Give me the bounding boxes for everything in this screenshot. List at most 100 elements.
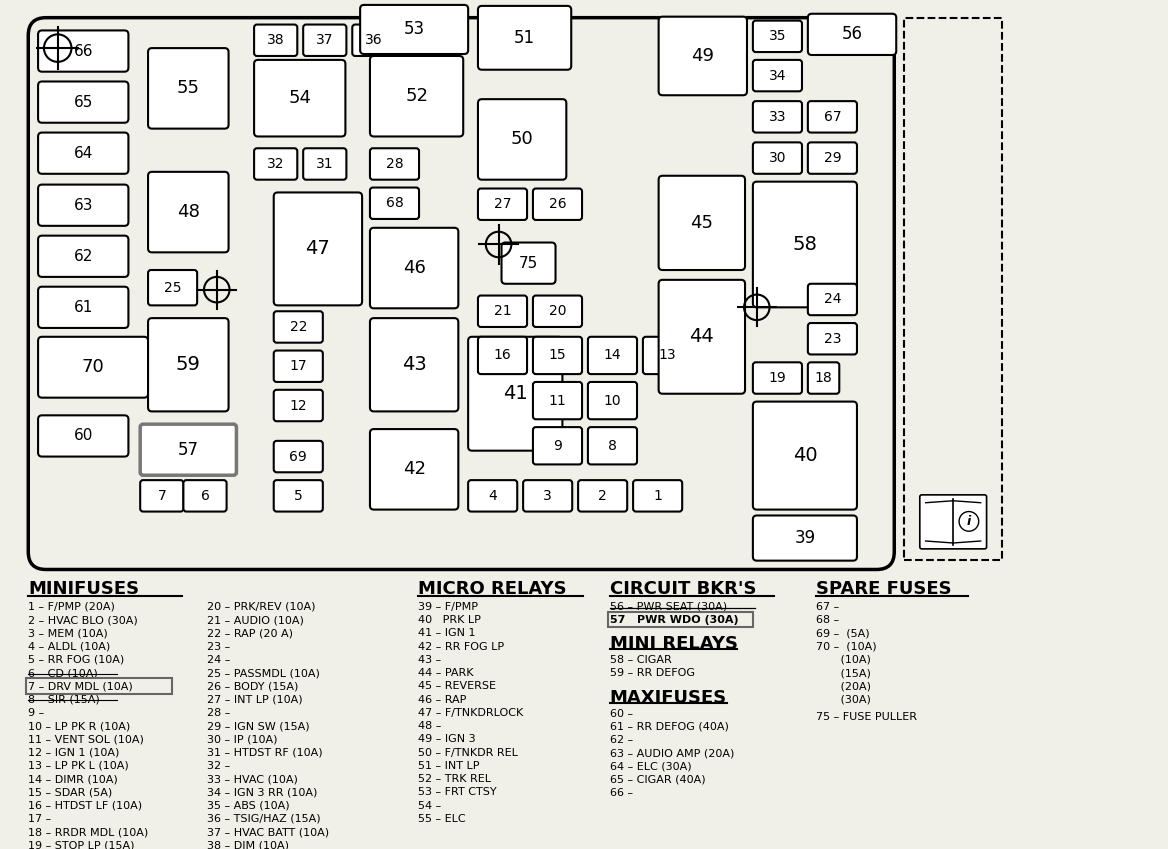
Text: 62 –: 62 –	[610, 735, 633, 745]
FancyBboxPatch shape	[808, 14, 896, 55]
FancyBboxPatch shape	[659, 176, 745, 270]
Text: 66 –: 66 –	[610, 788, 633, 798]
Text: 48: 48	[176, 203, 200, 221]
FancyBboxPatch shape	[808, 323, 857, 354]
FancyBboxPatch shape	[39, 82, 128, 123]
FancyBboxPatch shape	[273, 390, 322, 421]
Text: 54: 54	[288, 89, 311, 107]
FancyBboxPatch shape	[370, 429, 458, 509]
FancyBboxPatch shape	[753, 363, 802, 394]
Text: 44: 44	[689, 327, 714, 346]
FancyBboxPatch shape	[370, 56, 464, 137]
FancyBboxPatch shape	[273, 312, 322, 343]
Text: 47: 47	[306, 239, 331, 258]
Text: MINI RELAYS: MINI RELAYS	[610, 635, 737, 653]
Text: 75 – FUSE PULLER: 75 – FUSE PULLER	[815, 711, 917, 722]
FancyBboxPatch shape	[304, 25, 347, 56]
Text: 20 – PRK/REV (10A): 20 – PRK/REV (10A)	[207, 602, 315, 612]
FancyBboxPatch shape	[39, 236, 128, 277]
Text: 67: 67	[823, 110, 841, 124]
FancyBboxPatch shape	[148, 270, 197, 306]
Text: 45 – REVERSE: 45 – REVERSE	[418, 682, 496, 691]
Text: 6: 6	[201, 489, 209, 503]
FancyBboxPatch shape	[588, 382, 637, 419]
Text: 38: 38	[266, 33, 285, 48]
Text: MINIFUSES: MINIFUSES	[28, 580, 139, 599]
Text: 11: 11	[549, 394, 566, 408]
FancyBboxPatch shape	[478, 99, 566, 180]
Text: 65: 65	[74, 94, 93, 110]
Text: (30A): (30A)	[815, 694, 870, 705]
Text: 75: 75	[519, 256, 538, 271]
Text: 36: 36	[366, 33, 383, 48]
Text: 40: 40	[793, 446, 818, 465]
Text: 56: 56	[842, 25, 862, 43]
FancyBboxPatch shape	[370, 188, 419, 219]
Text: 34: 34	[769, 69, 786, 82]
FancyBboxPatch shape	[501, 243, 556, 284]
Text: 27 – INT LP (10A): 27 – INT LP (10A)	[207, 694, 303, 705]
FancyBboxPatch shape	[588, 337, 637, 374]
FancyBboxPatch shape	[753, 143, 802, 174]
FancyBboxPatch shape	[273, 351, 322, 382]
FancyBboxPatch shape	[478, 6, 571, 70]
Text: 13 – LP PK L (10A): 13 – LP PK L (10A)	[28, 761, 128, 771]
FancyBboxPatch shape	[148, 171, 229, 252]
Text: 55 – ELC: 55 – ELC	[418, 814, 466, 824]
Text: 18: 18	[815, 371, 833, 385]
Text: 59: 59	[176, 355, 201, 374]
Text: MAXIFUSES: MAXIFUSES	[610, 689, 726, 707]
Text: 60 –: 60 –	[610, 709, 633, 718]
Text: 25: 25	[164, 281, 181, 295]
Text: 12: 12	[290, 398, 307, 413]
Text: 16: 16	[494, 348, 512, 363]
FancyBboxPatch shape	[273, 441, 322, 472]
Text: 20: 20	[549, 304, 566, 318]
Text: 28 –: 28 –	[207, 708, 230, 718]
Text: 32 –: 32 –	[207, 761, 230, 771]
FancyBboxPatch shape	[468, 481, 517, 512]
FancyBboxPatch shape	[578, 481, 627, 512]
Text: CIRCUIT BKR'S: CIRCUIT BKR'S	[610, 580, 756, 599]
FancyBboxPatch shape	[920, 495, 987, 548]
Text: MICRO RELAYS: MICRO RELAYS	[418, 580, 566, 599]
FancyBboxPatch shape	[273, 481, 322, 512]
FancyBboxPatch shape	[353, 25, 396, 56]
Text: 10: 10	[604, 394, 621, 408]
FancyBboxPatch shape	[533, 295, 582, 327]
FancyBboxPatch shape	[753, 60, 802, 92]
FancyBboxPatch shape	[140, 424, 236, 475]
FancyBboxPatch shape	[753, 402, 857, 509]
Text: 22: 22	[290, 320, 307, 334]
FancyBboxPatch shape	[39, 184, 128, 226]
FancyBboxPatch shape	[588, 427, 637, 464]
FancyBboxPatch shape	[370, 318, 458, 412]
Text: 46: 46	[403, 259, 425, 277]
Text: 67 –: 67 –	[815, 602, 839, 612]
Text: 58 – CIGAR: 58 – CIGAR	[610, 655, 672, 665]
Text: 31 – HTDST RF (10A): 31 – HTDST RF (10A)	[207, 748, 322, 757]
Text: 4 – ALDL (10A): 4 – ALDL (10A)	[28, 642, 111, 652]
Text: 23 –: 23 –	[207, 642, 230, 652]
Text: 30 – IP (10A): 30 – IP (10A)	[207, 734, 278, 745]
FancyBboxPatch shape	[533, 427, 582, 464]
Text: 43 –: 43 –	[418, 655, 442, 665]
Text: 40   PRK LP: 40 PRK LP	[418, 616, 481, 625]
Text: 57: 57	[178, 441, 199, 458]
Text: 35 – ABS (10A): 35 – ABS (10A)	[207, 801, 290, 811]
FancyBboxPatch shape	[633, 481, 682, 512]
Text: 57   PWR WDO (30A): 57 PWR WDO (30A)	[610, 616, 738, 625]
FancyBboxPatch shape	[808, 101, 857, 132]
Text: 19: 19	[769, 371, 786, 385]
Text: 52: 52	[405, 87, 429, 105]
Text: 14 – DIMR (10A): 14 – DIMR (10A)	[28, 774, 118, 784]
FancyBboxPatch shape	[370, 149, 419, 180]
Bar	[27, 678, 172, 694]
Text: 21: 21	[494, 304, 512, 318]
Text: 14: 14	[604, 348, 621, 363]
Text: 65 – CIGAR (40A): 65 – CIGAR (40A)	[610, 775, 705, 785]
FancyBboxPatch shape	[478, 337, 527, 374]
FancyBboxPatch shape	[39, 31, 128, 71]
Text: 32: 32	[267, 157, 285, 171]
Text: 66: 66	[74, 43, 93, 59]
